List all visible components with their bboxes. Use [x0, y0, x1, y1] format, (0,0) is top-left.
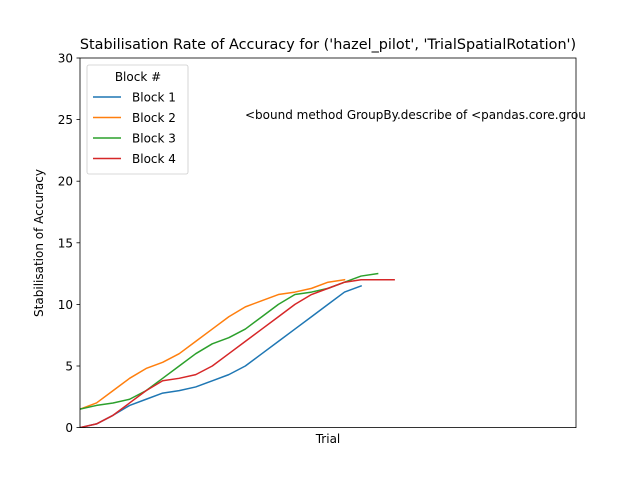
- series-line-1: [80, 284, 363, 428]
- legend-label-4: Block 4: [132, 152, 176, 166]
- legend-label-3: Block 3: [132, 132, 176, 146]
- series-line-2: [80, 278, 346, 410]
- legend-label-2: Block 2: [132, 111, 176, 125]
- legend-title: Block #: [115, 70, 161, 84]
- y-tick-label: 5: [65, 360, 73, 374]
- legend-frame: [86, 64, 189, 175]
- y-tick-label: 10: [58, 298, 73, 312]
- y-axis: 0 5 10 15 20 25 30: [58, 52, 80, 435]
- y-axis-label: Stabilisation of Accuracy: [32, 169, 46, 317]
- y-tick-label: 25: [58, 113, 73, 127]
- annotation-text: <bound method GroupBy.describe of <panda…: [245, 108, 586, 122]
- y-tick-label: 30: [58, 52, 73, 66]
- chart-title: Stabilisation Rate of Accuracy for ('haz…: [80, 37, 576, 53]
- x-axis-label: Trial: [315, 432, 341, 446]
- y-tick-label: 20: [58, 175, 73, 189]
- legend: Block # Block 1 Block 2 Block 3 Block 4: [86, 64, 189, 175]
- y-tick-label: 15: [58, 236, 73, 250]
- legend-label-1: Block 1: [132, 91, 176, 105]
- y-tick-label: 0: [65, 421, 73, 435]
- legend-entries: Block 1 Block 2 Block 3 Block 4: [93, 91, 176, 166]
- series-line-4: [80, 279, 395, 428]
- series-layer: [80, 272, 395, 428]
